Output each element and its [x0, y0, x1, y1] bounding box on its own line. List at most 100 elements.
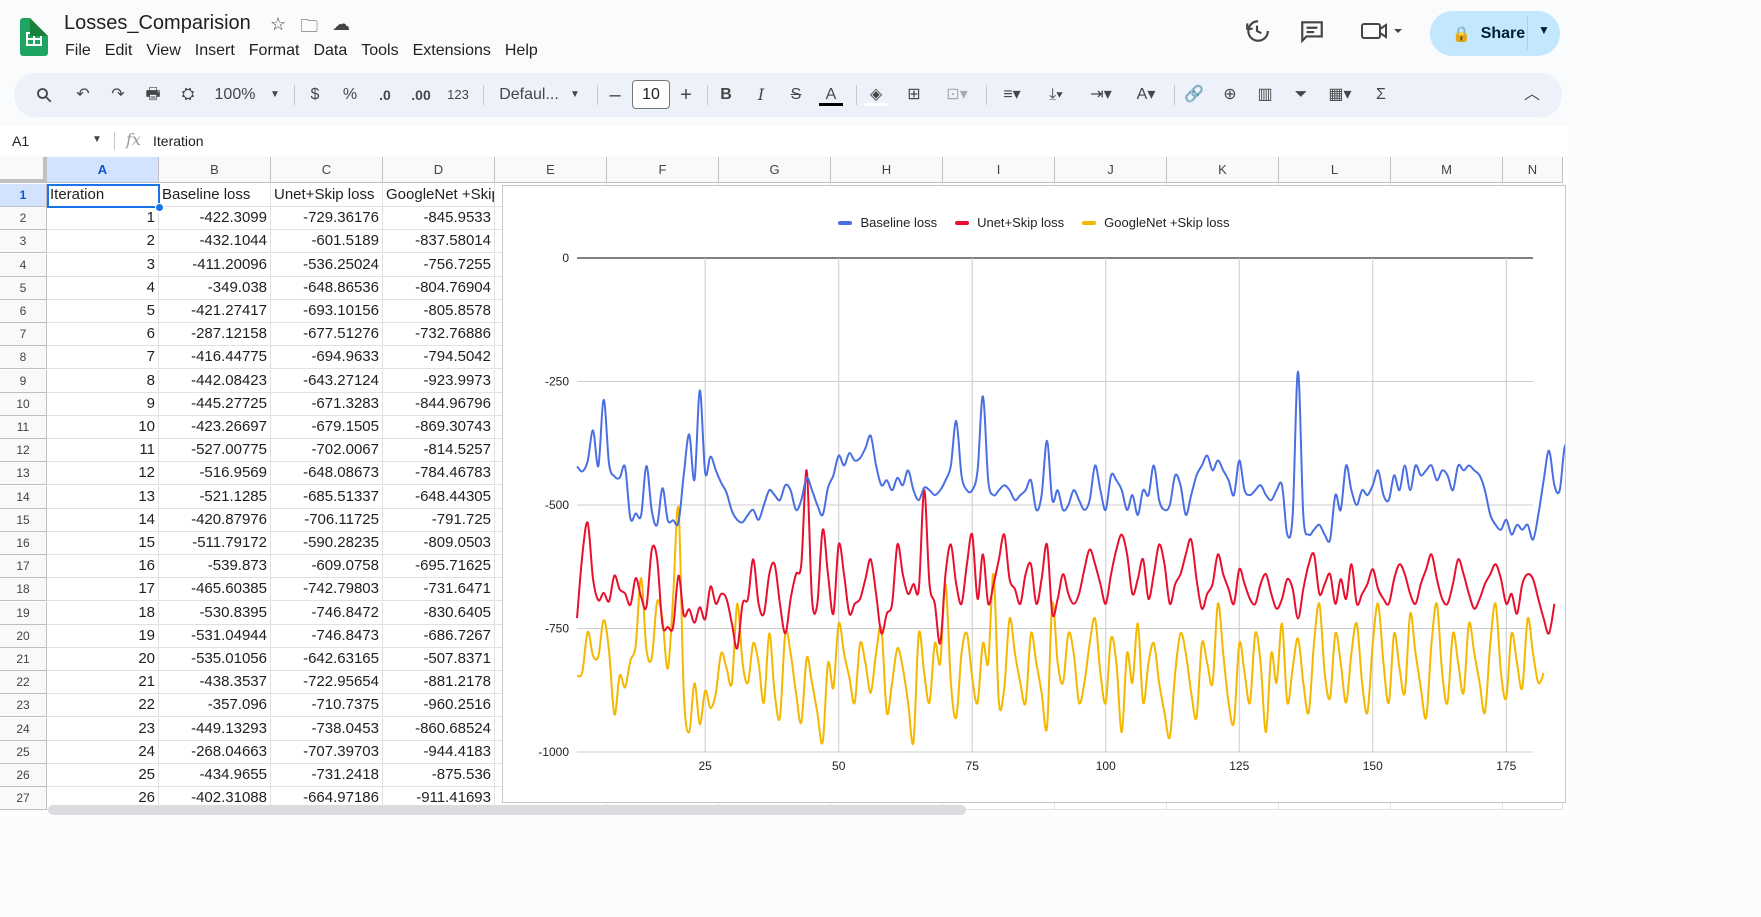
row-header[interactable]: 15	[0, 508, 47, 532]
row-header[interactable]: 9	[0, 369, 47, 393]
data-cell[interactable]: -960.2516	[383, 694, 495, 718]
font-dropdown-icon[interactable]: ▼	[570, 89, 580, 100]
column-header-n[interactable]: N	[1503, 157, 1563, 183]
data-cell[interactable]: 3	[47, 253, 159, 277]
collapse-toolbar-icon[interactable]: ︿	[1523, 86, 1540, 103]
data-cell[interactable]: 10	[47, 416, 159, 439]
data-cell[interactable]: -590.28235	[271, 532, 383, 555]
borders-icon[interactable]: ⊞	[907, 86, 921, 103]
data-cell[interactable]: -731.6471	[383, 578, 495, 602]
data-cell[interactable]: -875.536	[383, 764, 495, 787]
row-header[interactable]: 24	[0, 717, 47, 741]
data-cell[interactable]: -738.0453	[271, 717, 383, 741]
increase-font-size-icon[interactable]: +	[680, 84, 692, 106]
data-cell[interactable]: -432.1044	[159, 230, 271, 254]
data-cell[interactable]: -445.27725	[159, 392, 271, 416]
row-header[interactable]: 11	[0, 416, 47, 439]
row-header[interactable]: 20	[0, 624, 47, 648]
data-cell[interactable]: -465.60385	[159, 578, 271, 602]
data-cell[interactable]: 21	[47, 671, 159, 695]
row-header[interactable]: 7	[0, 323, 47, 347]
data-cell[interactable]: -434.9655	[159, 764, 271, 787]
share-dropdown-icon[interactable]: ▼	[1538, 23, 1550, 37]
data-cell[interactable]: -944.4183	[383, 740, 495, 764]
fill-handle[interactable]	[155, 203, 164, 212]
data-cell[interactable]: -507.8371	[383, 648, 495, 671]
data-cell[interactable]: -881.2178	[383, 671, 495, 695]
data-cell[interactable]: -442.08423	[159, 369, 271, 393]
data-cell[interactable]: -710.7375	[271, 694, 383, 718]
data-cell[interactable]: -648.08673	[271, 462, 383, 486]
data-cell[interactable]: -516.9569	[159, 462, 271, 486]
menu-extensions[interactable]: Extensions	[412, 42, 491, 59]
data-cell[interactable]: -423.26697	[159, 416, 271, 439]
data-cell[interactable]: -531.04944	[159, 624, 271, 648]
search-menus-icon[interactable]	[32, 73, 56, 117]
row-header[interactable]: 14	[0, 485, 47, 509]
column-header-h[interactable]: H	[831, 157, 943, 183]
data-cell[interactable]: -860.68524	[383, 717, 495, 741]
italic-icon[interactable]: I	[757, 85, 765, 104]
data-cell[interactable]: -707.39703	[271, 740, 383, 764]
data-cell[interactable]: -411.20096	[159, 253, 271, 277]
data-cell[interactable]: 14	[47, 508, 159, 532]
select-all-corner[interactable]	[0, 157, 47, 183]
data-cell[interactable]: -648.86536	[271, 276, 383, 300]
data-cell[interactable]: -438.3537	[159, 671, 271, 695]
data-cell[interactable]: -746.8473	[271, 624, 383, 648]
column-header-g[interactable]: G	[719, 157, 831, 183]
data-cell[interactable]: -679.1505	[271, 416, 383, 439]
undo-icon[interactable]: ↶	[76, 86, 90, 103]
data-cell[interactable]: -357.096	[159, 694, 271, 718]
data-cell[interactable]: -287.12158	[159, 323, 271, 347]
column-header-l[interactable]: L	[1279, 157, 1391, 183]
paint-format-icon[interactable]: ⛭	[181, 86, 195, 103]
data-cell[interactable]: -686.7267	[383, 624, 495, 648]
zoom-dropdown-icon[interactable]: ▼	[270, 89, 280, 100]
column-header-i[interactable]: I	[943, 157, 1055, 183]
data-cell[interactable]: -536.25024	[271, 253, 383, 277]
menu-format[interactable]: Format	[248, 42, 300, 59]
text-wrapping-icon[interactable]: ⇥▾	[1090, 86, 1112, 103]
column-header-j[interactable]: J	[1055, 157, 1167, 183]
menu-view[interactable]: View	[146, 42, 181, 59]
data-cell[interactable]: 9	[47, 392, 159, 416]
insert-comment-icon[interactable]: ⊕	[1223, 86, 1237, 103]
data-cell[interactable]: -923.9973	[383, 369, 495, 393]
row-header[interactable]: 2	[0, 207, 47, 231]
data-cell[interactable]: 16	[47, 555, 159, 579]
strikethrough-icon[interactable]: S	[790, 86, 802, 103]
data-cell[interactable]: -527.00775	[159, 439, 271, 463]
row-header[interactable]: 25	[0, 740, 47, 764]
data-cell[interactable]: -671.3283	[271, 392, 383, 416]
header-cell[interactable]: Unet+Skip loss	[271, 184, 383, 207]
currency-format-button[interactable]: $	[310, 86, 320, 103]
data-cell[interactable]: -722.95654	[271, 671, 383, 695]
column-header-b[interactable]: B	[159, 157, 271, 183]
data-cell[interactable]: 15	[47, 532, 159, 555]
cloud-status-icon[interactable]: ☁	[332, 14, 351, 34]
data-cell[interactable]: 25	[47, 764, 159, 787]
data-cell[interactable]: 4	[47, 276, 159, 300]
data-cell[interactable]: 22	[47, 694, 159, 718]
data-cell[interactable]: 24	[47, 740, 159, 764]
horizontal-align-icon[interactable]: ≡▾	[1003, 86, 1021, 103]
decrease-font-size-icon[interactable]: –	[609, 84, 621, 106]
data-cell[interactable]: -511.79172	[159, 532, 271, 555]
data-cell[interactable]: -746.8472	[271, 601, 383, 625]
data-cell[interactable]: -693.10156	[271, 300, 383, 323]
data-cell[interactable]: -349.038	[159, 276, 271, 300]
more-formats-button[interactable]: 123	[447, 87, 469, 102]
data-cell[interactable]: -805.8578	[383, 300, 495, 323]
data-cell[interactable]: -601.5189	[271, 230, 383, 254]
data-cell[interactable]: -844.96796	[383, 392, 495, 416]
data-cell[interactable]: 1	[47, 207, 159, 231]
data-cell[interactable]: -677.51276	[271, 323, 383, 347]
data-cell[interactable]: 5	[47, 300, 159, 323]
row-header[interactable]: 17	[0, 555, 47, 579]
data-cell[interactable]: 20	[47, 648, 159, 671]
header-cell[interactable]: Baseline loss	[159, 184, 271, 207]
data-cell[interactable]: 18	[47, 601, 159, 625]
name-box-dropdown-icon[interactable]: ▼	[92, 134, 102, 145]
data-cell[interactable]: -268.04663	[159, 740, 271, 764]
